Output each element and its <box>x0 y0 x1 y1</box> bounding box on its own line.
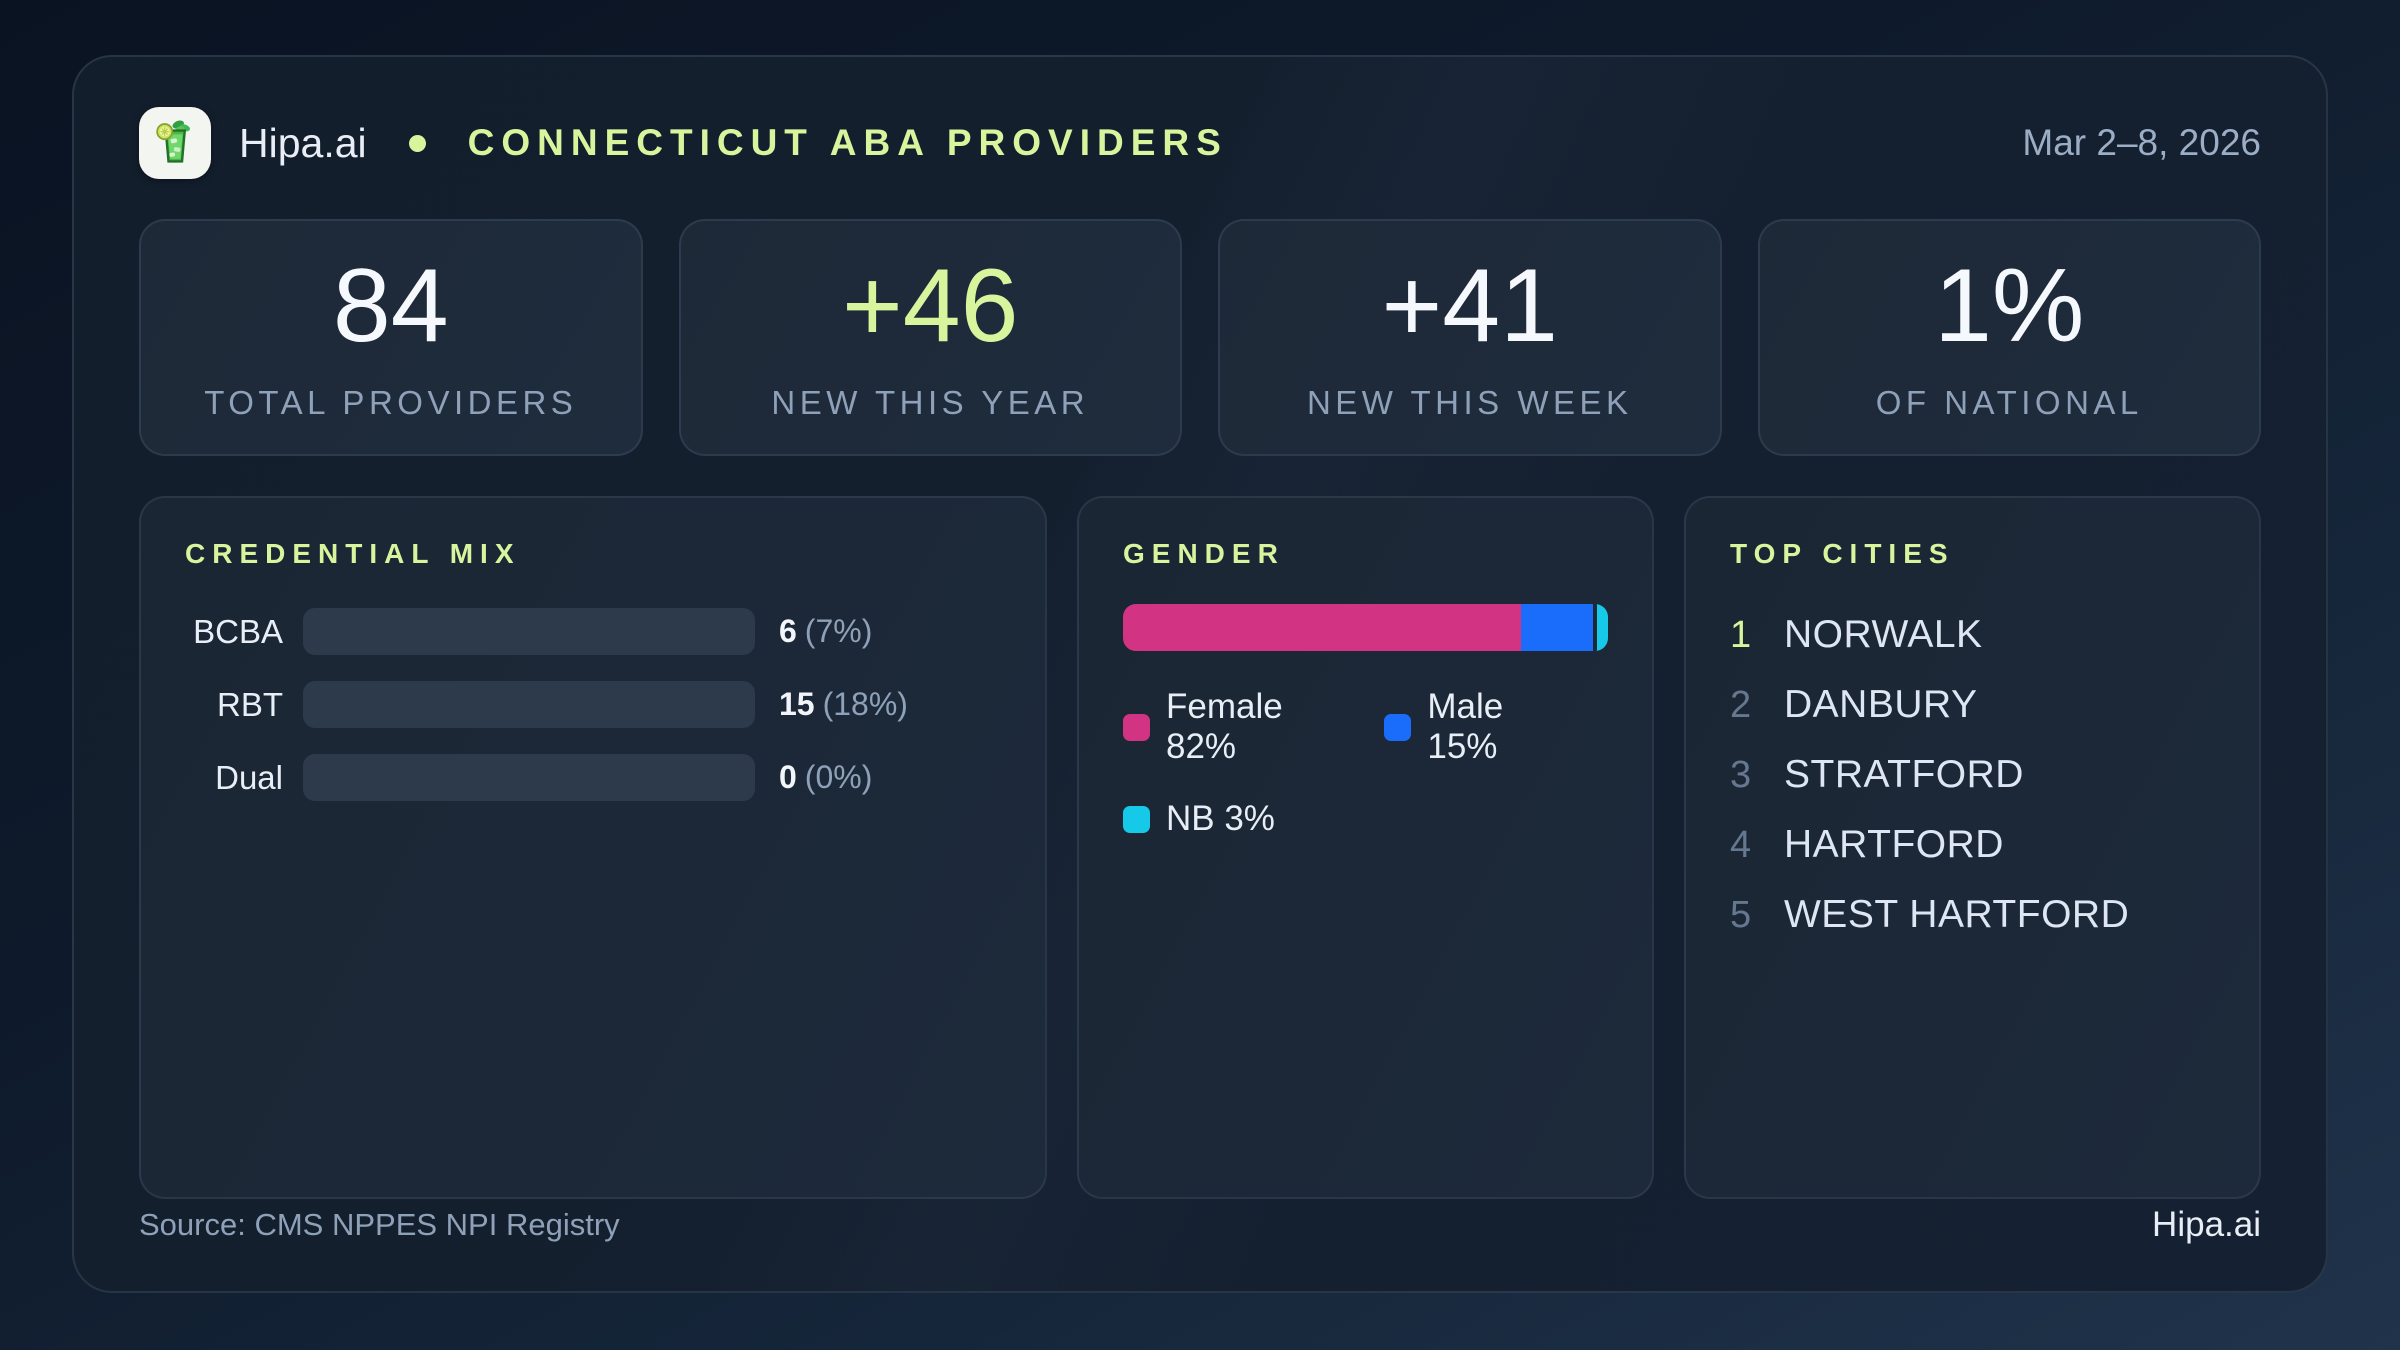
credential-mix-panel: CREDENTIAL MIX BCBA 6 (7%) RBT 15 (18%) Du… <box>139 496 1047 1199</box>
bullet-separator-icon <box>408 134 426 152</box>
stat-card-total-providers: 84 TOTAL PROVIDERS <box>139 219 643 456</box>
city-rank: 3 <box>1730 753 1752 796</box>
stat-value: +41 <box>1381 247 1558 364</box>
credential-value: 15 (18%) <box>779 686 908 722</box>
list-item: 1 NORWALK <box>1730 600 2215 670</box>
stat-value: +46 <box>842 247 1019 364</box>
bar-track <box>303 754 755 801</box>
city-name: WEST HARTFORD <box>1784 893 2130 936</box>
gender-segment-nb <box>1593 604 1608 651</box>
legend-item-nb: NB 3% <box>1123 799 1275 839</box>
credential-label: Dual <box>215 758 283 796</box>
city-rank: 1 <box>1730 613 1752 656</box>
source-text: Source: CMS NPPES NPI Registry <box>139 1207 620 1242</box>
list-item: 5 WEST HARTFORD <box>1730 880 2215 950</box>
credential-label: BCBA <box>193 612 283 650</box>
male-swatch-icon <box>1384 713 1412 741</box>
stat-value: 84 <box>332 247 449 364</box>
gender-panel: GENDER Female 82% Male 15% <box>1077 496 1654 1199</box>
gender-segment-female <box>1123 604 1521 651</box>
stat-label: OF NATIONAL <box>1875 383 2143 421</box>
city-rank: 4 <box>1730 823 1752 866</box>
legend-item-male: Male 15% <box>1384 687 1568 767</box>
city-rank: 2 <box>1730 683 1752 726</box>
list-item: 4 HARTFORD <box>1730 810 2215 880</box>
footer: Source: CMS NPPES NPI Registry Hipa.ai <box>139 1205 2261 1245</box>
mojito-glass-icon <box>139 107 211 179</box>
stat-value: 1% <box>1934 247 2085 364</box>
stats-row: 84 TOTAL PROVIDERS +46 NEW THIS YEAR +41… <box>139 219 2261 456</box>
top-cities-panel: TOP CITIES 1 NORWALK 2 DANBURY 3 STRATFO… <box>1684 496 2261 1199</box>
stat-label: TOTAL PROVIDERS <box>204 383 578 421</box>
top-cities-list: 1 NORWALK 2 DANBURY 3 STRATFORD 4 HARTFO… <box>1730 600 2215 950</box>
footer-brand: Hipa.ai <box>2152 1205 2261 1244</box>
gender-stacked-bar <box>1123 604 1608 651</box>
top-cities-title: TOP CITIES <box>1730 538 1955 569</box>
city-name: HARTFORD <box>1784 823 2004 866</box>
credential-mix-chart: BCBA 6 (7%) RBT 15 (18%) Dual 0 (0%) <box>185 608 1001 801</box>
nb-swatch-icon <box>1123 805 1150 833</box>
female-swatch-icon <box>1123 713 1150 741</box>
stat-card-new-this-week: +41 NEW THIS WEEK <box>1218 219 1722 456</box>
date-range: Mar 2–8, 2026 <box>2022 122 2261 163</box>
credential-value: 6 (7%) <box>779 613 873 649</box>
gender-segment-male <box>1520 604 1594 651</box>
city-name: STRATFORD <box>1784 753 2024 796</box>
credential-row-dual: Dual 0 (0%) <box>185 754 1001 801</box>
city-rank: 5 <box>1730 893 1752 936</box>
credential-row-bcba: BCBA 6 (7%) <box>185 608 1001 655</box>
credential-mix-title: CREDENTIAL MIX <box>185 538 521 569</box>
stat-label: NEW THIS WEEK <box>1306 383 1633 421</box>
legend-item-female: Female 82% <box>1123 687 1344 767</box>
credential-row-rbt: RBT 15 (18%) <box>185 681 1001 728</box>
city-name: DANBURY <box>1784 683 1978 726</box>
header: Hipa.ai CONNECTICUT ABA PROVIDERS Mar 2–… <box>139 107 2261 179</box>
list-item: 2 DANBURY <box>1730 670 2215 740</box>
page-title: CONNECTICUT ABA PROVIDERS <box>467 122 1228 163</box>
stat-card-of-national: 1% OF NATIONAL <box>1757 219 2261 456</box>
list-item: 3 STRATFORD <box>1730 740 2215 810</box>
stat-card-new-this-year: +46 NEW THIS YEAR <box>678 219 1182 456</box>
gender-legend: Female 82% Male 15% NB 3% <box>1123 687 1608 839</box>
dashboard-card: Hipa.ai CONNECTICUT ABA PROVIDERS Mar 2–… <box>72 55 2328 1293</box>
credential-label: RBT <box>217 685 283 723</box>
stat-label: NEW THIS YEAR <box>771 383 1090 421</box>
panels-row: CREDENTIAL MIX BCBA 6 (7%) RBT 15 (18%) Du… <box>139 496 2261 1199</box>
city-name: NORWALK <box>1784 613 1983 656</box>
brand-name: Hipa.ai <box>239 119 367 166</box>
bar-track <box>303 608 755 655</box>
gender-title: GENDER <box>1123 538 1285 569</box>
credential-value: 0 (0%) <box>779 759 873 795</box>
bar-track <box>303 681 755 728</box>
